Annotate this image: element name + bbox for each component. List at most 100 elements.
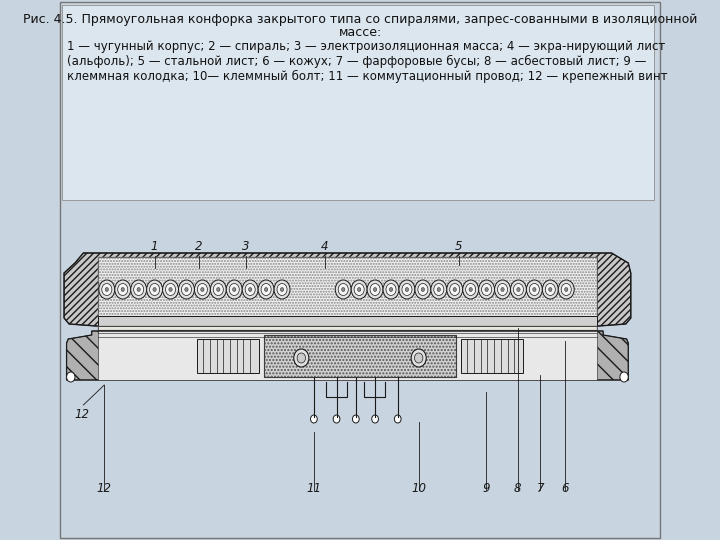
Text: 8: 8 <box>514 482 521 495</box>
Circle shape <box>150 284 160 295</box>
Circle shape <box>549 287 552 292</box>
Polygon shape <box>64 253 631 326</box>
Circle shape <box>153 287 156 292</box>
Circle shape <box>386 284 396 295</box>
Circle shape <box>66 372 75 382</box>
Circle shape <box>370 284 380 295</box>
Circle shape <box>121 287 125 292</box>
Circle shape <box>217 287 220 292</box>
Text: 9: 9 <box>482 482 490 495</box>
Circle shape <box>437 287 441 292</box>
Circle shape <box>479 280 495 299</box>
Circle shape <box>564 287 568 292</box>
Circle shape <box>533 287 536 292</box>
Circle shape <box>261 284 271 295</box>
Bar <box>98 326 598 331</box>
Circle shape <box>105 287 109 292</box>
Circle shape <box>529 284 539 295</box>
Circle shape <box>280 287 284 292</box>
Circle shape <box>134 284 144 295</box>
Circle shape <box>405 287 409 292</box>
Circle shape <box>277 284 287 295</box>
Circle shape <box>137 287 140 292</box>
Bar <box>98 331 598 380</box>
Bar <box>98 257 598 318</box>
Circle shape <box>372 415 379 423</box>
Circle shape <box>333 415 340 423</box>
Text: 1: 1 <box>151 240 158 253</box>
Circle shape <box>447 280 463 299</box>
Text: 3: 3 <box>242 240 250 253</box>
Circle shape <box>411 349 426 367</box>
Circle shape <box>558 280 575 299</box>
Circle shape <box>395 415 401 423</box>
Circle shape <box>201 287 204 292</box>
Text: 12: 12 <box>74 408 89 421</box>
Text: 10: 10 <box>411 482 426 495</box>
Circle shape <box>242 280 258 299</box>
Circle shape <box>453 287 456 292</box>
Bar <box>264 335 456 377</box>
Circle shape <box>485 287 488 292</box>
Circle shape <box>450 284 460 295</box>
Circle shape <box>561 284 571 295</box>
Circle shape <box>542 280 558 299</box>
Circle shape <box>197 284 207 295</box>
Text: 6: 6 <box>562 482 569 495</box>
Bar <box>98 326 598 331</box>
Circle shape <box>338 284 348 295</box>
Text: Рис. 4.5. Прямоугольная конфорка закрытого типа со спиралями, запрес-сованными в: Рис. 4.5. Прямоугольная конфорка закрыто… <box>23 13 697 26</box>
Circle shape <box>399 280 415 299</box>
Circle shape <box>102 284 112 295</box>
Circle shape <box>245 284 255 295</box>
Polygon shape <box>66 331 629 380</box>
Text: 7: 7 <box>536 482 544 495</box>
Bar <box>461 339 523 373</box>
Circle shape <box>194 280 210 299</box>
Circle shape <box>169 287 172 292</box>
Circle shape <box>482 284 492 295</box>
Circle shape <box>469 287 472 292</box>
Circle shape <box>463 280 479 299</box>
Circle shape <box>264 287 268 292</box>
Text: 4: 4 <box>321 240 328 253</box>
Circle shape <box>179 280 194 299</box>
Text: 12: 12 <box>96 482 112 495</box>
Circle shape <box>274 280 290 299</box>
Circle shape <box>117 284 127 295</box>
Circle shape <box>513 284 523 295</box>
Circle shape <box>114 280 131 299</box>
Circle shape <box>248 287 252 292</box>
Circle shape <box>383 280 399 299</box>
Circle shape <box>99 280 114 299</box>
Circle shape <box>258 280 274 299</box>
Circle shape <box>131 280 147 299</box>
Text: клеммная колодка; 10— клеммный болт; 11 — коммутационный провод; 12 — крепежный : клеммная колодка; 10— клеммный болт; 11 … <box>66 70 667 83</box>
Bar <box>98 316 598 326</box>
Bar <box>264 335 456 377</box>
Circle shape <box>466 284 476 295</box>
Circle shape <box>229 284 239 295</box>
Circle shape <box>166 284 176 295</box>
Circle shape <box>233 287 236 292</box>
Circle shape <box>526 280 542 299</box>
Circle shape <box>226 280 242 299</box>
Circle shape <box>421 287 425 292</box>
Circle shape <box>213 284 223 295</box>
FancyBboxPatch shape <box>63 5 654 200</box>
Circle shape <box>390 287 392 292</box>
Circle shape <box>431 280 447 299</box>
Bar <box>197 339 259 373</box>
Circle shape <box>310 415 318 423</box>
Circle shape <box>517 287 520 292</box>
Circle shape <box>433 284 444 295</box>
Circle shape <box>510 280 526 299</box>
Circle shape <box>336 280 351 299</box>
Circle shape <box>620 372 629 382</box>
Circle shape <box>297 353 305 363</box>
Circle shape <box>351 280 367 299</box>
Text: массе:: массе: <box>338 26 382 39</box>
Circle shape <box>185 287 188 292</box>
Circle shape <box>341 287 345 292</box>
Circle shape <box>354 284 364 295</box>
